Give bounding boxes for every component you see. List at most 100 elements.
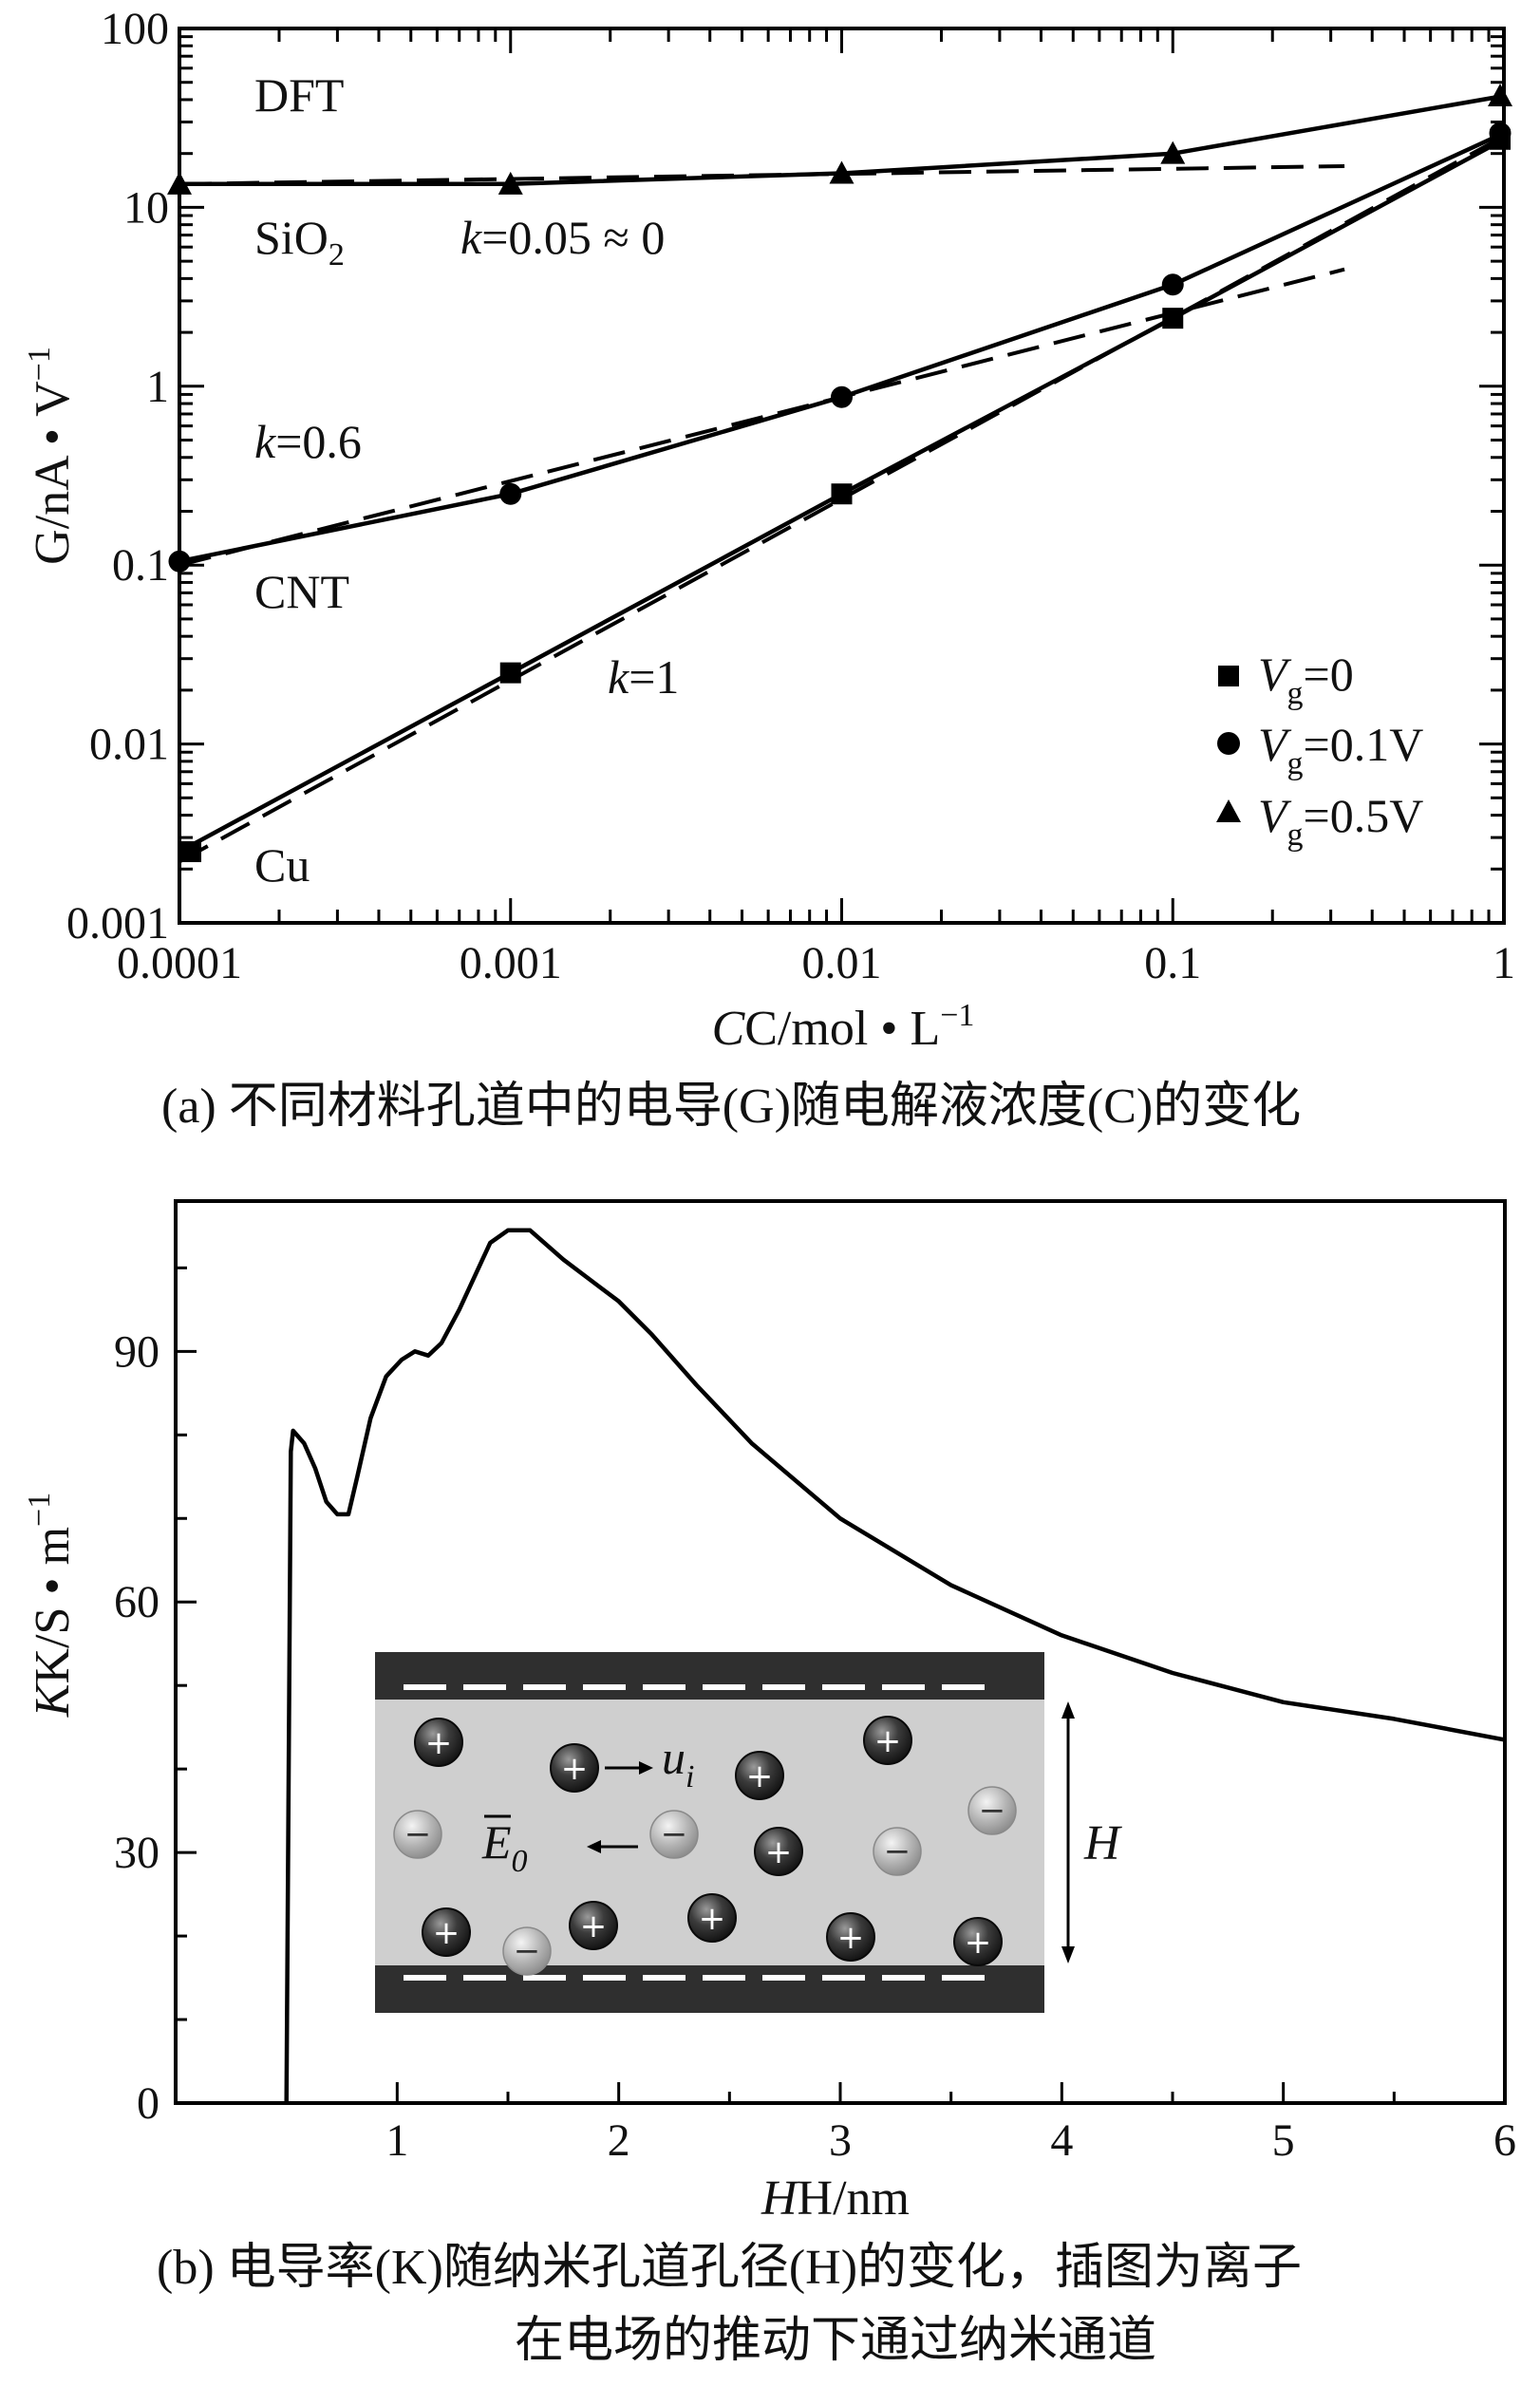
- data-point-square: [1162, 308, 1184, 329]
- anion: −: [649, 1810, 699, 1859]
- x-tick-label: 0.001: [460, 938, 562, 988]
- legend-label-vg0: Vg=0: [1258, 648, 1354, 711]
- cation: +: [863, 1716, 912, 1765]
- cation-body: [953, 1917, 1003, 1966]
- cation: +: [550, 1743, 599, 1793]
- chart-b-ylabel: KK/S • m−1: [22, 1493, 80, 1718]
- label-k-cu: k=1: [608, 650, 679, 704]
- anion: −: [873, 1827, 922, 1876]
- y-tick-label: 1: [146, 362, 169, 412]
- cation-body: [414, 1718, 463, 1767]
- b-x-tick-label: 1: [385, 2115, 408, 2166]
- b-y-tick-label: 0: [137, 2078, 160, 2129]
- chart-b-series-k: [284, 1228, 1506, 2104]
- x-tick-label: 1: [1493, 938, 1515, 988]
- label-dft: DFT: [254, 68, 344, 122]
- y-tick-label: 10: [123, 182, 169, 233]
- inset-label-h: H: [1083, 1816, 1122, 1870]
- anion-body: [873, 1827, 922, 1876]
- data-point-triangle: [498, 171, 523, 195]
- anion-sign: −: [661, 1815, 688, 1853]
- chart-b-caption-line2: 在电场的推动下通过纳米通道: [515, 2314, 1156, 2368]
- anion: −: [393, 1810, 442, 1859]
- anion-body: [502, 1926, 552, 1976]
- b-x-tick-label: 5: [1272, 2115, 1295, 2166]
- data-point-triangle: [829, 160, 855, 184]
- cation-sign: +: [965, 1924, 992, 1962]
- height-arrow-bottom: [1061, 1946, 1075, 1963]
- anion-body: [649, 1810, 699, 1859]
- cation: +: [826, 1912, 875, 1962]
- cation: +: [735, 1751, 784, 1800]
- b-y-tick-label: 30: [114, 1828, 160, 1878]
- chart-a-ticks: [178, 28, 1504, 925]
- cation: +: [569, 1901, 618, 1950]
- data-point-circle: [1161, 273, 1184, 296]
- legend-label-vg01: Vg=0.1V: [1258, 718, 1423, 781]
- data-point-triangle: [1160, 141, 1186, 164]
- cation-sign: +: [699, 1900, 726, 1938]
- x-tick-label: 0.01: [802, 938, 882, 988]
- cation-sign: +: [580, 1907, 608, 1945]
- cation-body: [687, 1893, 737, 1943]
- data-point-circle: [831, 385, 853, 408]
- y-tick-label: 100: [101, 4, 169, 54]
- anion: −: [967, 1786, 1017, 1835]
- cation: +: [953, 1917, 1003, 1966]
- data-point-triangle: [167, 171, 192, 195]
- cation: +: [414, 1718, 463, 1767]
- x-tick-label: 0.1: [1144, 938, 1201, 988]
- data-point-circle: [168, 550, 191, 573]
- cation-body: [826, 1912, 875, 1962]
- legend-marker-square: [1218, 666, 1239, 686]
- b-y-tick-label: 60: [114, 1577, 160, 1627]
- data-point-triangle: [1488, 83, 1512, 106]
- y-tick-label: 0.1: [112, 540, 169, 591]
- cation-body: [863, 1716, 912, 1765]
- chart-b-caption-line1: (b) 电导率(K)随纳米孔道孔径(H)的变化，插图为离子: [157, 2241, 1302, 2295]
- y-tick-label: 0.01: [89, 720, 169, 770]
- chart-a-caption: (a) 不同材料孔道中的电导(G)随电解液浓度(C)的变化: [161, 1080, 1301, 1134]
- label-k-sio2: k=0.05 ≈ 0: [460, 211, 665, 264]
- b-x-tick-label: 6: [1493, 2115, 1516, 2166]
- data-point-circle: [499, 482, 522, 505]
- cation-sign: +: [561, 1750, 589, 1788]
- label-cu: Cu: [254, 838, 310, 892]
- inset-nanochannel: + + + + + + + + + + − − − − − ui E0 H: [375, 1652, 1122, 2013]
- b-x-tick-label: 4: [1050, 2115, 1073, 2166]
- data-point-square: [831, 483, 853, 505]
- inset-bottom-wall: [375, 1965, 1044, 2013]
- inset-surface-charges: [404, 1684, 985, 1981]
- inset-field-arrow: [587, 1840, 638, 1853]
- cation-body: [569, 1901, 618, 1950]
- b-x-tick-label: 2: [608, 2115, 630, 2166]
- cation-body: [735, 1751, 784, 1800]
- cation-sign: +: [425, 1724, 453, 1762]
- inset-height-arrow: [1061, 1701, 1075, 1963]
- cation: +: [754, 1827, 803, 1876]
- anion-body: [967, 1786, 1017, 1835]
- anion-sign: −: [404, 1815, 432, 1853]
- data-point-square: [180, 841, 201, 863]
- anion-sign: −: [884, 1832, 911, 1870]
- cation: +: [687, 1893, 737, 1943]
- cation-body: [550, 1743, 599, 1793]
- data-point-circle: [1489, 122, 1512, 144]
- cation-body: [754, 1827, 803, 1876]
- inset-ion-velocity-arrow: [605, 1761, 653, 1775]
- cation-sign: +: [765, 1833, 793, 1871]
- arrow-head: [639, 1761, 653, 1775]
- x-tick-label: 0.0001: [117, 938, 242, 988]
- fit-line-k: [178, 267, 1345, 568]
- anion: −: [502, 1926, 552, 1976]
- inset-top-wall: [375, 1652, 1044, 1700]
- label-sio2: SiO2: [254, 211, 345, 272]
- cation-body: [422, 1907, 471, 1957]
- chart-a-ylabel: G/nA • V−1: [22, 347, 80, 565]
- cation-sign: +: [746, 1757, 774, 1795]
- legend-marker-circle: [1217, 732, 1240, 755]
